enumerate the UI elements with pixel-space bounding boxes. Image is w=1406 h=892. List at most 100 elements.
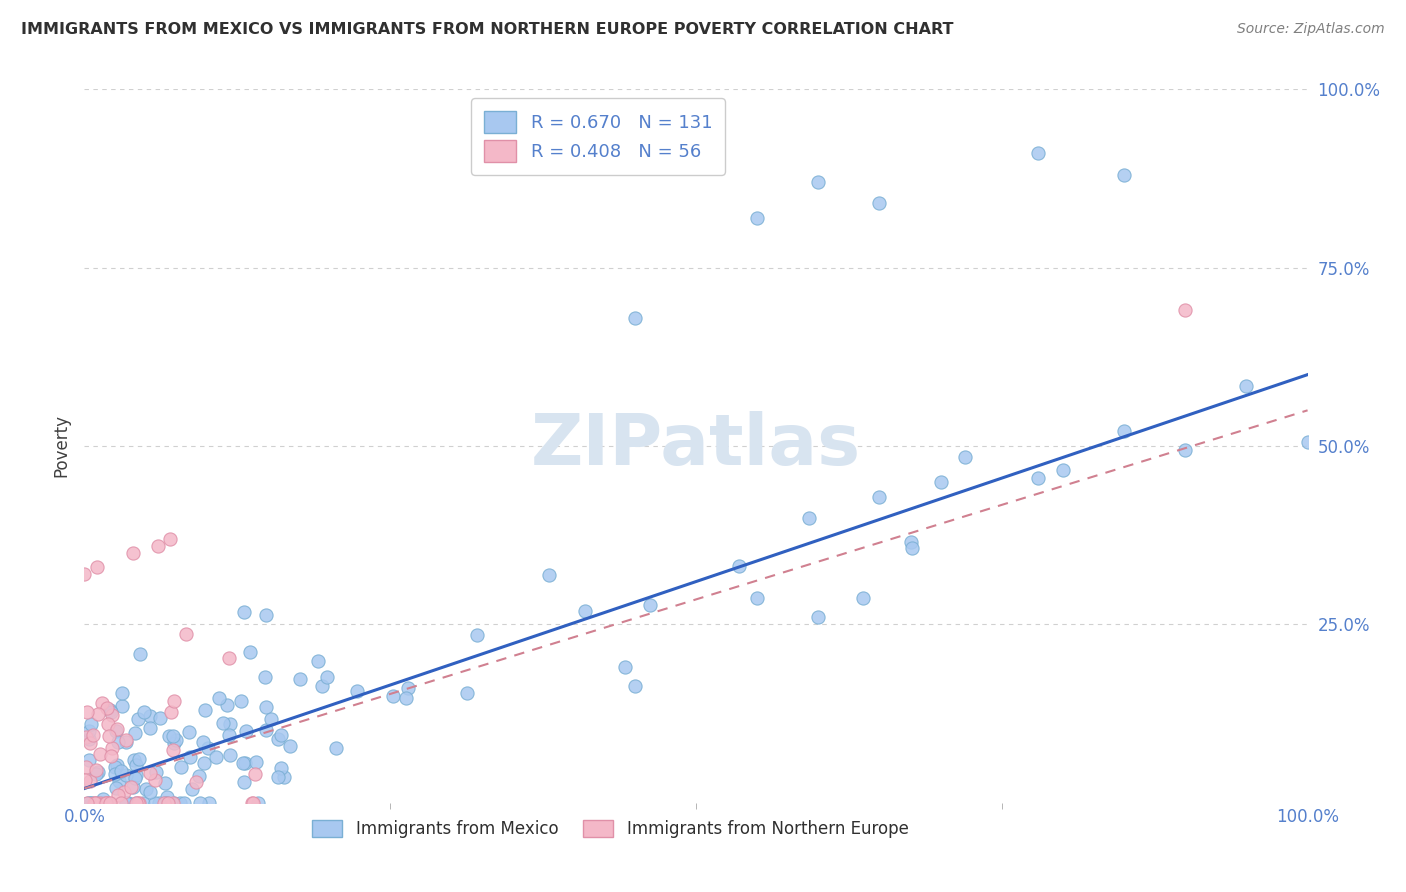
Point [1028,146,1050,161]
Point [307,654,329,668]
Point [254,700,277,714]
Point [169,796,191,810]
Point [77,796,100,810]
Point [115,796,138,810]
Point [153,796,176,810]
Point [456,686,478,700]
Point [129,647,152,661]
Point [218,728,240,742]
Point [96,796,118,810]
Point [101,741,124,756]
Point [132,796,155,810]
Point [240,796,263,810]
Point [96,700,118,714]
Point [614,660,637,674]
Point [89,796,111,810]
Point [143,796,166,810]
Point [273,770,295,784]
Point [86,796,108,810]
Point [346,684,368,698]
Point [110,796,132,810]
Point [153,796,176,810]
Point [149,710,172,724]
Point [174,626,197,640]
Point [115,796,138,810]
Point [111,699,134,714]
Y-axis label: Poverty: Poverty [52,415,70,477]
Point [127,796,149,810]
Point [125,768,148,782]
Point [177,725,200,739]
Point [1114,168,1136,182]
Point [73,567,96,582]
Point [91,791,114,805]
Point [114,735,136,749]
Point [162,729,184,743]
Point [156,796,179,810]
Point [125,796,148,810]
Point [84,796,107,810]
Point [260,712,283,726]
Point [929,475,952,489]
Point [807,610,830,624]
Point [211,716,233,731]
Point [98,730,121,744]
Point [900,535,922,549]
Point [188,769,211,783]
Point [218,747,240,762]
Text: ZIPatlas: ZIPatlas [531,411,860,481]
Point [163,796,186,810]
Point [139,785,162,799]
Point [217,698,239,712]
Point [94,796,117,810]
Point [157,729,180,743]
Point [77,731,100,746]
Point [1052,463,1074,477]
Point [98,796,121,810]
Point [243,766,266,780]
Point [104,760,127,774]
Point [188,796,211,810]
Point [87,764,110,779]
Point [76,705,98,719]
Point [125,757,148,772]
Point [105,757,128,772]
Point [232,606,254,620]
Point [254,723,277,738]
Point [205,749,228,764]
Point [100,705,122,719]
Point [797,511,820,525]
Point [86,767,108,781]
Point [107,788,129,802]
Point [82,728,104,742]
Point [162,796,184,810]
Point [278,739,301,753]
Point [1174,303,1197,318]
Point [229,694,252,708]
Point [852,591,875,605]
Point [96,796,118,810]
Point [245,755,267,769]
Point [270,761,292,775]
Point [233,756,256,770]
Point [165,733,187,747]
Point [73,772,96,787]
Point [84,796,107,810]
Point [138,766,160,780]
Point [83,796,105,810]
Point [79,723,101,738]
Point [728,558,751,573]
Point [538,567,561,582]
Point [104,723,127,738]
Point [953,450,976,464]
Point [901,541,924,555]
Point [638,598,661,612]
Point [179,750,201,764]
Point [253,670,276,684]
Point [100,749,122,764]
Point [114,785,136,799]
Point [395,690,418,705]
Point [163,736,186,750]
Point [747,591,769,605]
Text: Source: ZipAtlas.com: Source: ZipAtlas.com [1237,22,1385,37]
